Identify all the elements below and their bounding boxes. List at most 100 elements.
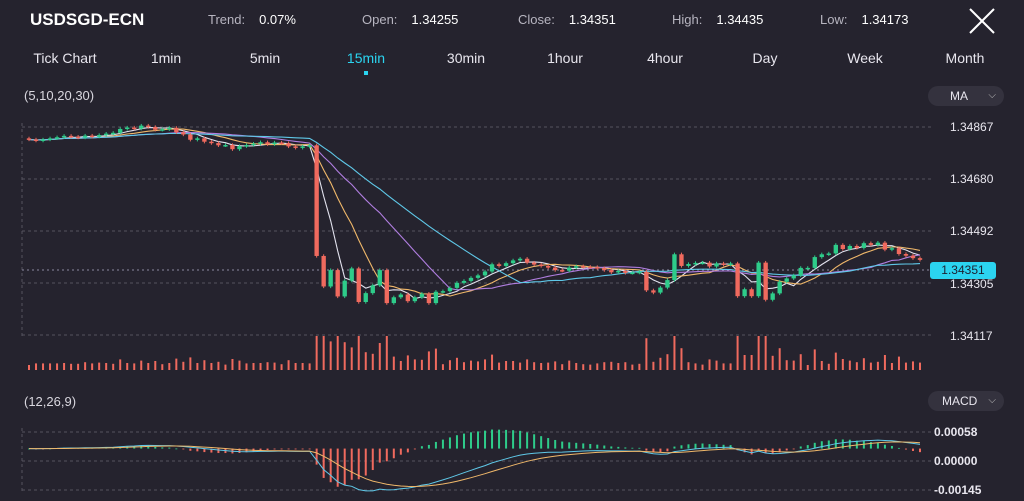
volume-bar	[98, 362, 101, 370]
volume-bar	[63, 363, 66, 370]
volume-bar	[189, 357, 192, 370]
trend-value: 0.07%	[259, 12, 296, 27]
tab-month[interactable]: Month	[945, 50, 985, 66]
candle-body	[475, 275, 481, 278]
active-tab-indicator	[364, 71, 368, 75]
volume-bar	[771, 355, 774, 370]
macd-histogram-bar	[378, 448, 381, 463]
volume-bar	[736, 336, 739, 370]
candle-body	[265, 142, 270, 145]
candle-body	[321, 255, 326, 287]
tab-day[interactable]: Day	[752, 50, 778, 66]
candle-body	[160, 129, 165, 131]
tab-4hour[interactable]: 4hour	[647, 50, 683, 66]
tab-30min[interactable]: 30min	[446, 50, 486, 66]
volume-bar	[827, 363, 830, 370]
volume-bar	[764, 336, 767, 370]
macd-histogram-bar	[757, 448, 760, 451]
low-value: 1.34173	[861, 12, 909, 27]
candle-body	[847, 245, 853, 250]
candle-body	[153, 127, 158, 130]
macd-histogram-bar	[554, 439, 557, 449]
macd-indicator-select[interactable]: MACD ⌵	[928, 391, 1004, 411]
macd-histogram-bar	[533, 434, 536, 449]
macd-histogram-bar	[448, 437, 451, 449]
candle-body	[363, 293, 368, 302]
macd-histogram-bar	[617, 446, 620, 449]
volume-bar	[743, 355, 746, 370]
candle-body	[33, 139, 39, 141]
volume-bar	[813, 349, 816, 370]
volume-bar	[168, 363, 171, 370]
candle-body	[328, 270, 333, 287]
macd-histogram-bar	[413, 448, 416, 450]
macd-histogram-bar	[364, 448, 367, 476]
candle-body	[489, 264, 495, 272]
candle-body	[868, 243, 874, 245]
symbol-title: USDSGD-ECN	[30, 10, 145, 29]
macd-histogram-bar	[147, 446, 150, 449]
macd-histogram-bar	[217, 448, 220, 454]
macd-histogram-bar	[785, 448, 788, 451]
volume-bar	[624, 362, 627, 370]
macd-histogram-bar	[329, 448, 332, 483]
macd-histogram-bar	[168, 447, 171, 449]
tab-week[interactable]: Week	[847, 50, 883, 66]
tab-5min[interactable]: 5min	[249, 50, 281, 66]
volume-bar	[161, 364, 164, 370]
volume-bar	[883, 355, 886, 370]
macd-histogram-bar	[708, 444, 711, 449]
candle-body	[791, 275, 796, 279]
tab-1min[interactable]: 1min	[150, 50, 182, 66]
candle-body	[300, 146, 305, 148]
candle-body	[482, 271, 488, 276]
ma-params: (5,10,20,30)	[24, 88, 95, 103]
close-button[interactable]	[966, 6, 998, 36]
candle-body	[61, 135, 67, 138]
volume-bar	[919, 362, 921, 370]
candle-body	[861, 243, 867, 248]
candle-body	[756, 262, 761, 297]
tab-tick-chart[interactable]: Tick Chart	[33, 50, 97, 66]
price-tick: 1.34117	[950, 329, 993, 343]
ma-line	[28, 127, 921, 300]
candle-body	[68, 135, 74, 138]
volume-bar	[757, 336, 760, 370]
volume-bar	[203, 360, 206, 370]
volume-bar	[343, 342, 346, 370]
chevron-down-icon: ⌵	[988, 395, 996, 406]
macd-histogram-bar	[848, 439, 851, 449]
volume-bar	[238, 360, 241, 370]
macd-histogram-bar	[434, 441, 437, 449]
macd-histogram-bar	[673, 446, 676, 449]
volume-bar	[484, 359, 487, 370]
tab-1hour[interactable]: 1hour	[547, 50, 583, 66]
volume-bar	[806, 365, 809, 370]
candle-body	[146, 125, 151, 128]
macd-histogram-bar	[392, 448, 395, 459]
candle-body	[581, 266, 586, 268]
candle-body	[216, 143, 221, 146]
macd-histogram-bar	[911, 448, 914, 451]
volume-bar	[666, 354, 669, 370]
macd-histogram-bar	[589, 443, 592, 449]
candle-body	[903, 254, 909, 256]
macd-histogram-bar	[827, 440, 830, 449]
candle-body	[742, 289, 747, 297]
macd-histogram-bar	[455, 435, 458, 449]
candle-body	[854, 245, 860, 248]
macd-histogram-bar	[659, 448, 662, 453]
volume-bar	[28, 365, 30, 370]
high-label: High:	[672, 12, 703, 27]
volume-bar	[645, 338, 648, 370]
volume-bar	[841, 359, 844, 370]
macd-select-label: MACD	[942, 394, 978, 408]
tab-15min[interactable]: 15min	[346, 50, 386, 66]
volume-bar	[568, 360, 571, 370]
candle-body	[370, 285, 375, 294]
candle-body	[496, 264, 502, 266]
volume-bar	[140, 360, 143, 370]
ma-indicator-select[interactable]: MA ⌵	[928, 86, 1004, 106]
candle-body	[545, 265, 551, 268]
